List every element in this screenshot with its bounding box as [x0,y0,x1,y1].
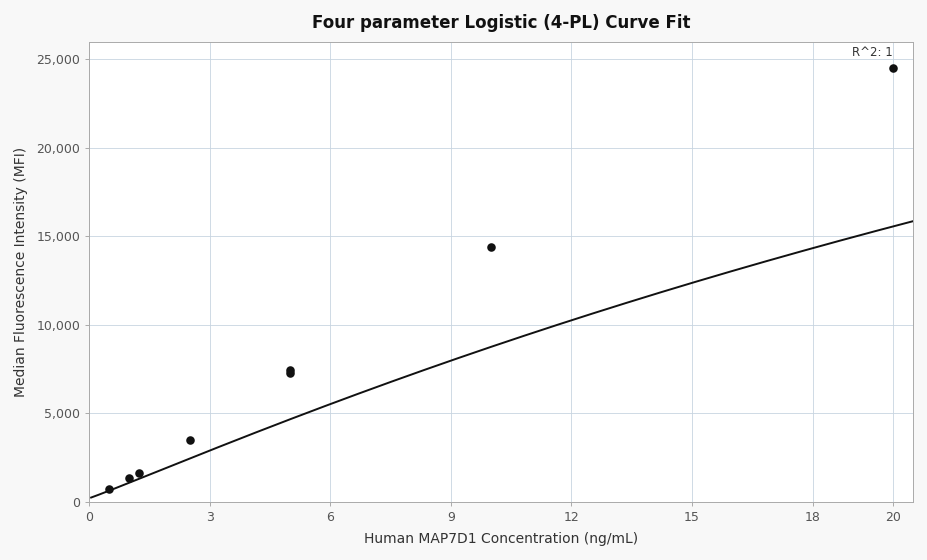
X-axis label: Human MAP7D1 Concentration (ng/mL): Human MAP7D1 Concentration (ng/mL) [364,532,638,546]
Title: Four parameter Logistic (4-PL) Curve Fit: Four parameter Logistic (4-PL) Curve Fit [311,14,691,32]
Point [132,468,146,477]
Point [885,64,900,73]
Point [183,435,197,444]
Point [283,366,298,375]
Point [484,242,499,251]
Point [283,369,298,378]
Text: R^2: 1: R^2: 1 [852,46,893,59]
Y-axis label: Median Fluorescence Intensity (MFI): Median Fluorescence Intensity (MFI) [14,147,28,397]
Point [122,473,137,482]
Point [102,485,117,494]
